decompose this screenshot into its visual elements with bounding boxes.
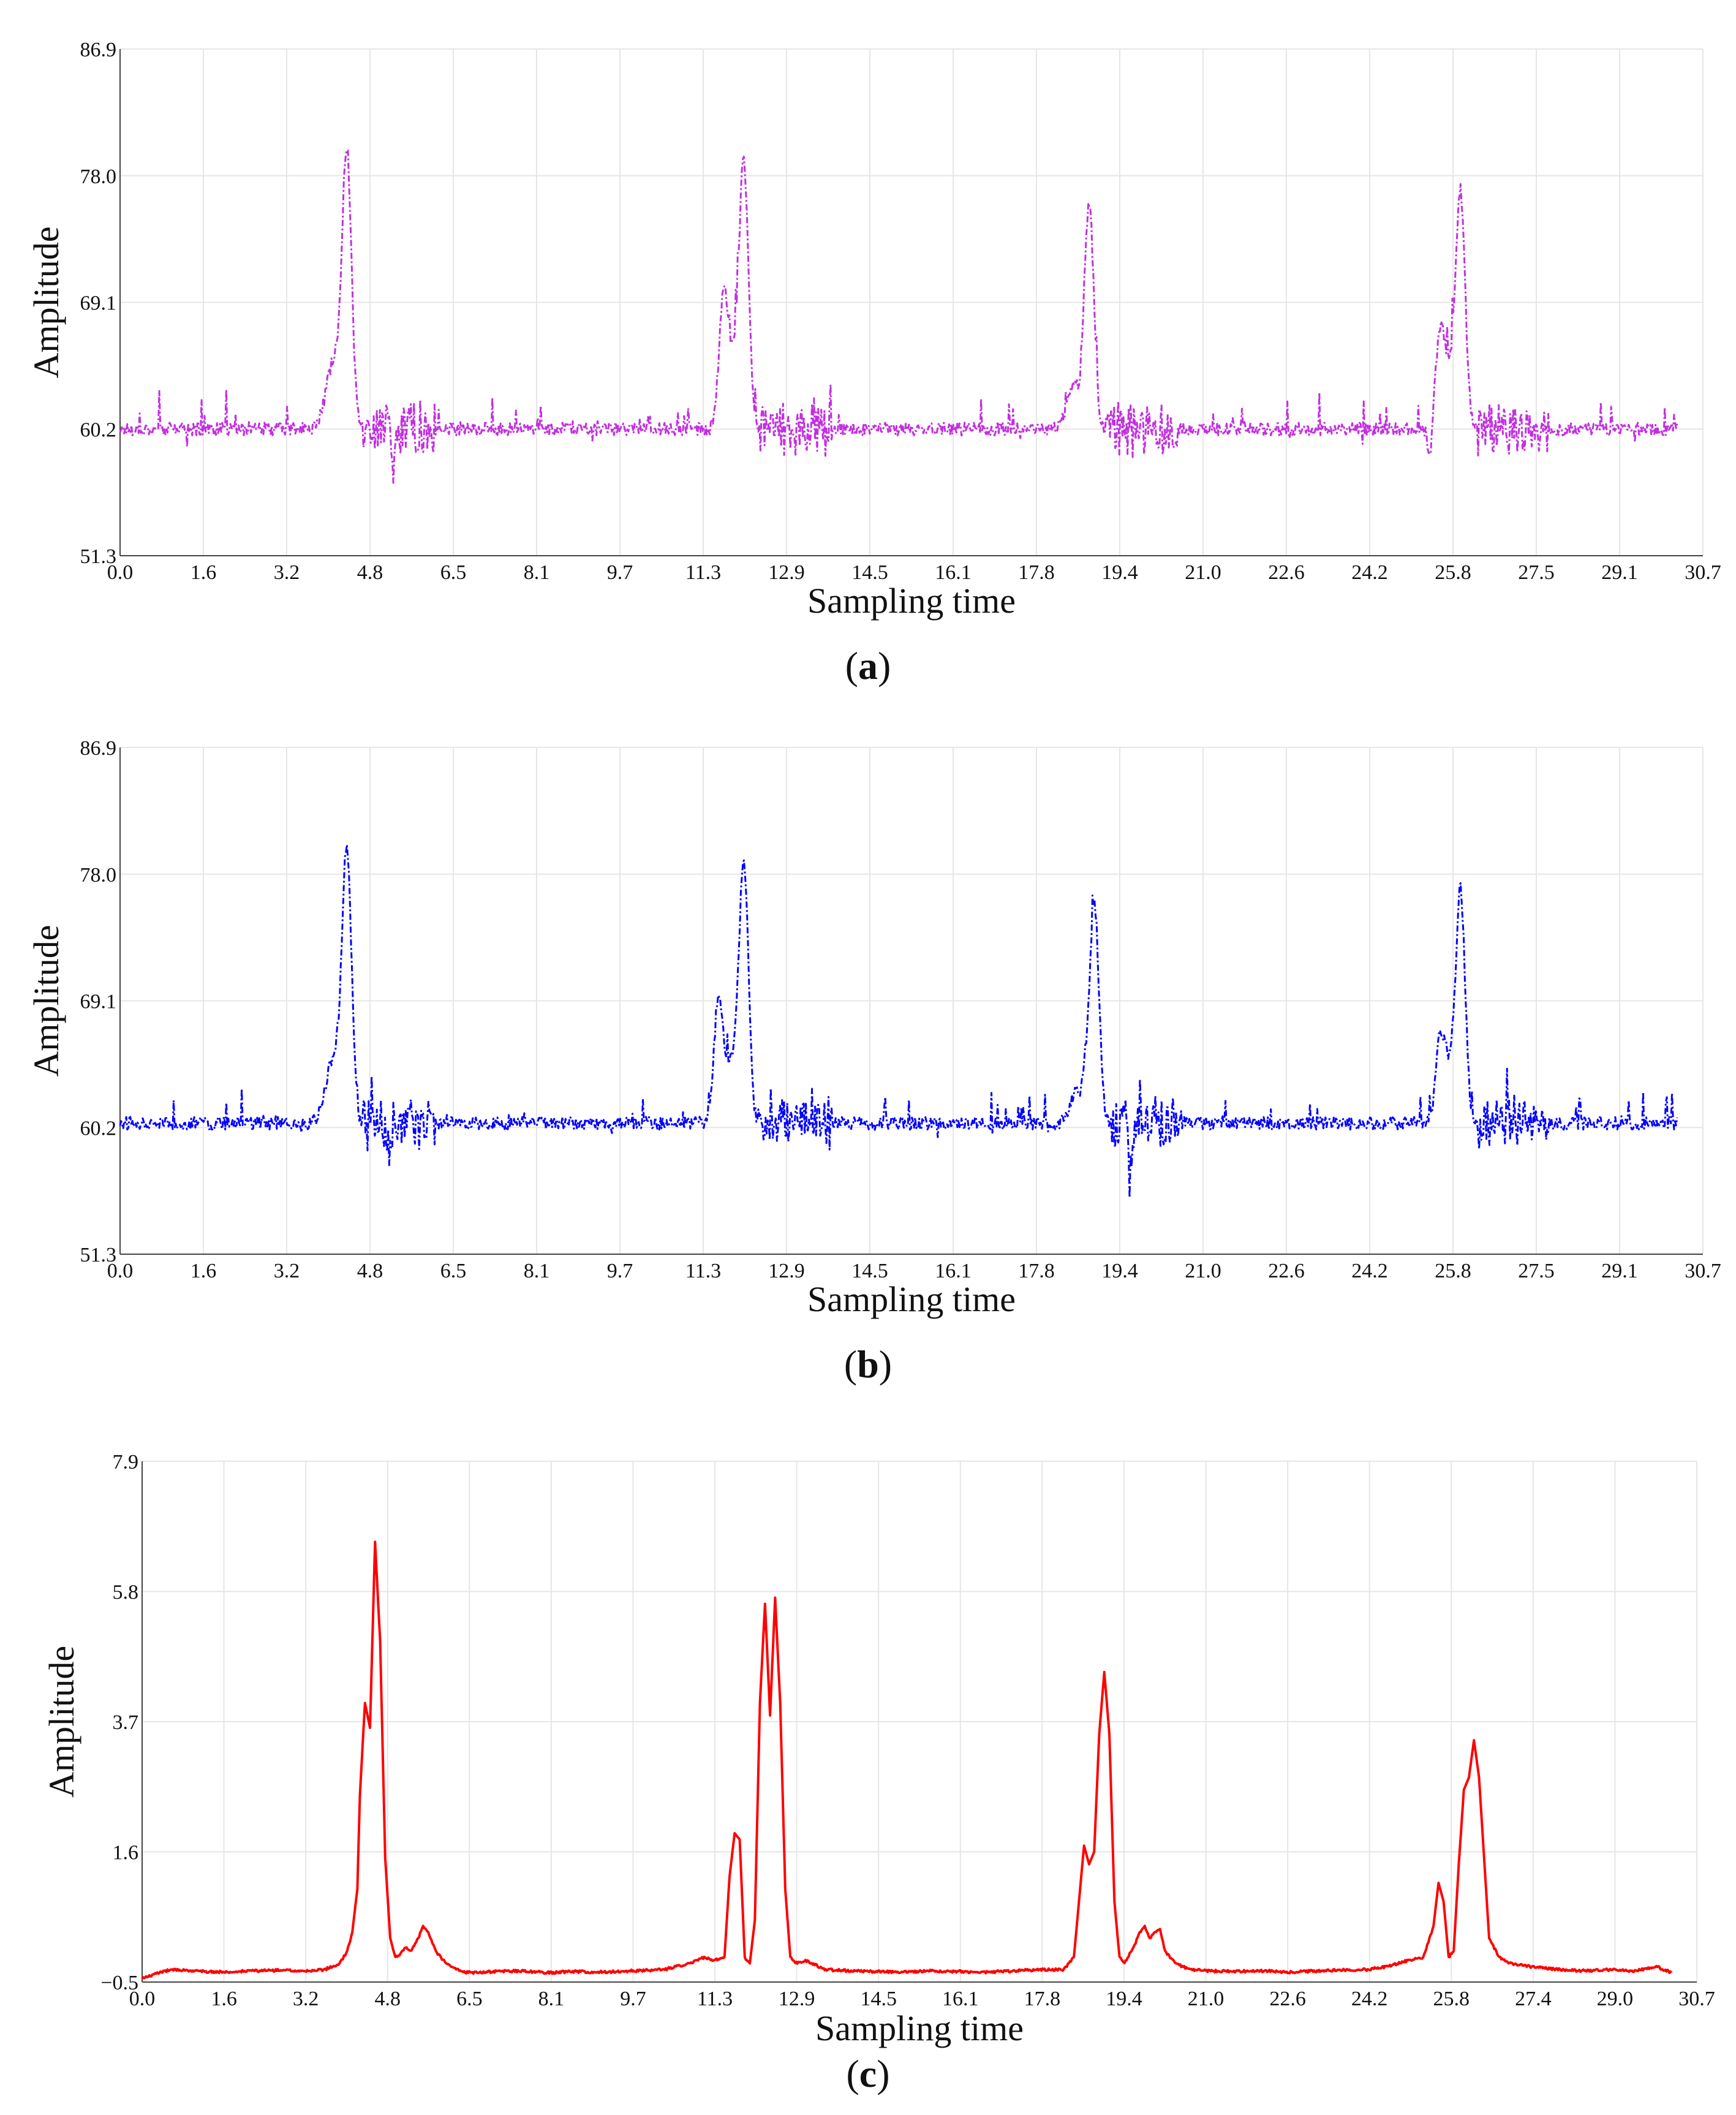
series-line [119,149,1678,484]
y-tick-label: 1.6 [113,1842,139,1864]
x-tick-label: 8.1 [538,1988,565,2010]
panel-c: 0.0 1.6 3.2 4.8 6.5 8.1 9.7 11.3 12.9 14.5 16.1 17.… [0,1409,1736,2115]
x-tick-label: 12.9 [768,1260,805,1282]
x-tick-label: 1.6 [191,1260,217,1282]
x-tick-label: 12.9 [768,561,805,584]
x-axis-label: Sampling time [815,2008,1024,2048]
y-tick-label: 86.9 [80,737,117,760]
x-tick-label: 6.5 [440,1260,467,1282]
x-tick-label: 6.5 [440,561,467,584]
caption-b: (b) [843,1342,893,1386]
x-tick-label: 9.7 [620,1988,646,2010]
x-tick-label: 29.0 [1597,1988,1634,2010]
x-tick-label: 12.9 [779,1988,815,2010]
x-tick-label: 11.3 [685,561,721,584]
x-tick-label: 25.8 [1435,1260,1471,1282]
x-tick-label: 17.8 [1018,561,1055,584]
x-tick-label: 24.2 [1351,561,1388,584]
grid [119,48,1704,556]
y-tick-label: 69.1 [80,292,117,315]
x-tick-label: 30.7 [1685,561,1721,584]
y-axis-label: Amplitude [42,1646,81,1798]
x-tick-label: 16.1 [935,561,972,584]
x-tick-label: 3.2 [274,1260,300,1282]
x-tick-label: 21.0 [1185,1260,1221,1282]
x-tick-label: 17.8 [1018,1260,1055,1282]
chart-c: 0.0 1.6 3.2 4.8 6.5 8.1 9.7 11.3 12.9 14.5 16.1 17.… [42,1451,1715,2048]
x-tick-label: 16.1 [942,1988,979,2010]
y-tick-label: 60.2 [80,418,117,441]
x-tick-label: 17.8 [1024,1988,1061,2010]
chart-b: 0.0 1.6 3.2 4.8 6.5 8.1 9.7 11.3 12.9 14.5 16.1 17.… [26,737,1721,1319]
y-tick-label: 78.0 [80,165,117,188]
x-tick-label: 14.5 [851,561,888,584]
x-tick-label: 21.0 [1185,561,1221,584]
y-tick-label: 3.7 [113,1711,139,1734]
x-tick-label: 24.2 [1351,1988,1388,2010]
x-tick-label: 29.1 [1601,1260,1638,1282]
panel-a: 0.0 1.6 3.2 4.8 6.5 8.1 9.7 11.3 12.9 14.5 16.1 17.… [0,0,1736,705]
x-tick-label: 4.8 [357,561,383,584]
x-tick-label: 30.7 [1685,1260,1721,1282]
x-tick-label: 4.8 [374,1988,401,2010]
x-tick-label: 25.8 [1433,1988,1470,2010]
series-line [141,1540,1673,1980]
x-tick-label: 14.5 [851,1260,888,1282]
x-axis-label: Sampling time [807,1279,1016,1319]
y-tick-label: 78.0 [80,864,117,887]
x-tick-label: 11.3 [685,1260,721,1282]
x-tick-label: 3.2 [274,561,300,584]
y-tick-label: 51.3 [80,545,117,568]
x-tick-label: 19.4 [1101,561,1138,584]
x-tick-label: 8.1 [524,561,550,584]
y-tick-label: 86.9 [80,39,117,61]
y-axis-label: Amplitude [26,925,66,1076]
x-tick-label: 14.5 [860,1988,897,2010]
x-tick-label: 19.4 [1106,1988,1142,2010]
panel-b: 0.0 1.6 3.2 4.8 6.5 8.1 9.7 11.3 12.9 14.5 16.1 17.… [0,698,1736,1403]
x-tick-label: 8.1 [524,1260,550,1282]
x-tick-label: 4.8 [357,1260,383,1282]
x-tick-label: 22.6 [1268,561,1305,584]
x-tick-label: 0.0 [107,1260,134,1282]
chart-a: 0.0 1.6 3.2 4.8 6.5 8.1 9.7 11.3 12.9 14.5 16.1 17.… [26,39,1721,621]
x-tick-label: 11.3 [697,1988,733,2010]
x-tick-label: 27.4 [1515,1988,1552,2010]
x-tick-label: 0.0 [107,561,134,584]
x-tick-label: 27.5 [1518,561,1555,584]
x-tick-label: 1.6 [191,561,217,584]
x-tick-label: 6.5 [456,1988,483,2010]
x-tick-label: 27.5 [1518,1260,1555,1282]
y-tick-label: 60.2 [80,1117,117,1140]
y-axis-label: Amplitude [26,226,66,378]
series-line [119,844,1678,1199]
caption-a: (a) [845,644,891,687]
x-axis-label: Sampling time [807,581,1016,621]
x-tick-label: 0.0 [129,1988,156,2010]
x-tick-label: 9.7 [607,1260,633,1282]
x-tick-label: 22.6 [1268,1260,1305,1282]
x-tick-label: 30.7 [1678,1988,1715,2010]
x-tick-label: 1.6 [211,1988,237,2010]
x-tick-label: 25.8 [1435,561,1471,584]
x-tick-label: 22.6 [1269,1988,1306,2010]
y-tick-label: −0.5 [100,1972,138,1994]
x-tick-label: 24.2 [1351,1260,1388,1282]
x-tick-label: 21.0 [1188,1988,1225,2010]
x-tick-label: 19.4 [1101,1260,1138,1282]
grid [142,1461,1697,1983]
y-tick-label: 7.9 [113,1451,139,1474]
caption-c: (c) [846,2052,890,2095]
y-tick-label: 5.8 [113,1581,139,1604]
x-tick-label: 3.2 [293,1988,319,2010]
y-tick-label: 69.1 [80,991,117,1013]
x-tick-label: 16.1 [935,1260,972,1282]
x-tick-label: 29.1 [1601,561,1638,584]
grid [119,747,1704,1255]
x-tick-label: 9.7 [607,561,633,584]
y-tick-label: 51.3 [80,1244,117,1266]
